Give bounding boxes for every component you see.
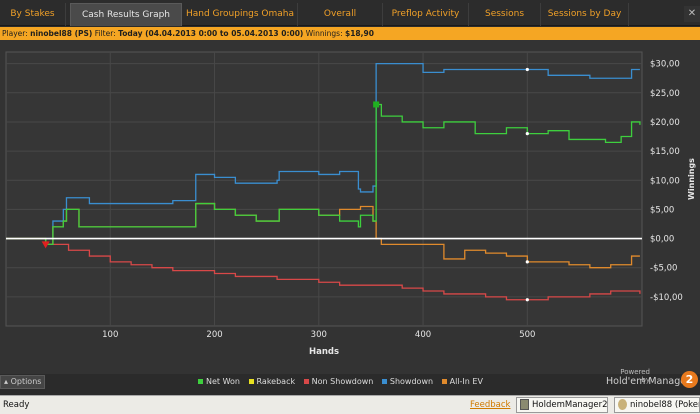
winnings-label: Winnings:	[305, 29, 343, 38]
tab-preflop-activity[interactable]: Preflop Activity	[383, 3, 469, 26]
tab-by-stakes[interactable]: By Stakes	[0, 3, 66, 26]
filter-bar: Player: ninobel88 (PS) Filter: Today (04…	[0, 27, 700, 40]
app-icon	[520, 399, 529, 410]
x-tick-label: 200	[206, 330, 222, 340]
y-tick-label: $10,00	[650, 176, 680, 186]
y-axis-label: Winnings	[687, 158, 696, 200]
chart-legend: Net Won Rakeback Non Showdown Showdown A…	[198, 377, 489, 387]
chevron-up-icon: ▴	[4, 377, 11, 386]
x-tick-label: 500	[519, 330, 535, 340]
series-point-marker	[525, 67, 529, 72]
player-name: ninobel88 (PS)	[30, 29, 93, 38]
y-tick-label: $15,00	[650, 147, 680, 157]
tab-hand-groupings-omaha[interactable]: Hand Groupings Omaha	[183, 3, 298, 26]
y-tick-label: $30,00	[650, 60, 680, 70]
winnings-value: $18,90	[345, 29, 374, 38]
y-tick-label: $20,00	[650, 118, 680, 128]
filter-label: Filter:	[94, 29, 116, 38]
y-tick-label: -$5,00	[650, 264, 677, 274]
series-point-marker	[525, 260, 529, 264]
y-tick-label: -$10,00	[650, 293, 683, 303]
legend-label: Net Won	[206, 377, 240, 386]
tab-cash-results-graph[interactable]: Cash Results Graph	[70, 3, 182, 26]
legend-item-net-won: Net Won	[198, 377, 240, 386]
filter-value: Today (04.04.2013 0:00 to 05.04.2013 0:0…	[118, 29, 304, 38]
task-label: HoldemManager2	[532, 400, 608, 410]
legend-label: Showdown	[389, 377, 434, 386]
status-ready: Ready	[3, 400, 30, 410]
legend-item-rakeback: Rakeback	[248, 377, 296, 386]
legend-label: Rakeback	[256, 377, 296, 386]
x-tick-label: 300	[311, 330, 327, 340]
series-point-marker	[525, 298, 529, 302]
legend-item-all-in-ev: All-In EV	[441, 377, 483, 386]
task-label: ninobel88 (Poker	[630, 400, 700, 410]
tab-overall[interactable]: Overall	[298, 3, 383, 26]
legend-label: All-In EV	[449, 377, 483, 386]
series-line-non-showdown	[6, 237, 641, 301]
y-tick-label: $0,00	[650, 235, 674, 245]
status-bar: Ready Feedback HoldemManager2 ninobel88 …	[0, 395, 700, 414]
y-tick-label: $25,00	[650, 89, 680, 99]
legend-item-showdown: Showdown	[381, 377, 434, 386]
options-button[interactable]: ▴ Options	[0, 375, 45, 389]
results-chart: $30,00 $25,00 $20,00 $15,00 $10,00 $5,00 $0,00…	[0, 40, 700, 374]
taskbar-poker-window[interactable]: ninobel88 (Poker	[614, 397, 700, 413]
player-label: Player:	[2, 29, 28, 38]
series-line-showdown	[6, 63, 640, 240]
plot-area	[5, 51, 643, 327]
taskbar-holdemmanager2[interactable]: HoldemManager2	[516, 397, 608, 413]
chart-svg: $30,00 $25,00 $20,00 $15,00 $10,00 $5,00 $0,00…	[5, 51, 696, 357]
tab-sessions[interactable]: Sessions	[469, 3, 541, 26]
x-tick-label: 400	[415, 330, 431, 340]
series-high-marker	[373, 101, 380, 108]
tab-bar: By Stakes Cash Results Graph Hand Groupi…	[0, 0, 700, 26]
legend-item-non-showdown: Non Showdown	[303, 377, 374, 386]
powered-by-text: Powered by	[620, 368, 650, 384]
y-tick-label: $5,00	[650, 205, 674, 215]
series-point-marker	[525, 132, 529, 136]
brand-logo-text: Hold'em Manager	[606, 376, 690, 387]
options-label: Options	[10, 377, 42, 386]
close-icon[interactable]: ✕	[684, 6, 700, 22]
tab-sessions-by-day[interactable]: Sessions by Day	[541, 3, 629, 26]
x-axis-label: Hands	[309, 347, 339, 357]
series-line-net-won	[6, 103, 641, 246]
x-tick-label: 100	[102, 330, 118, 340]
legend-label: Non Showdown	[311, 377, 374, 386]
brand-badge-icon: 2	[681, 371, 698, 388]
series-low-marker	[41, 241, 50, 249]
player-icon	[618, 399, 627, 410]
feedback-link[interactable]: Feedback	[470, 400, 511, 410]
